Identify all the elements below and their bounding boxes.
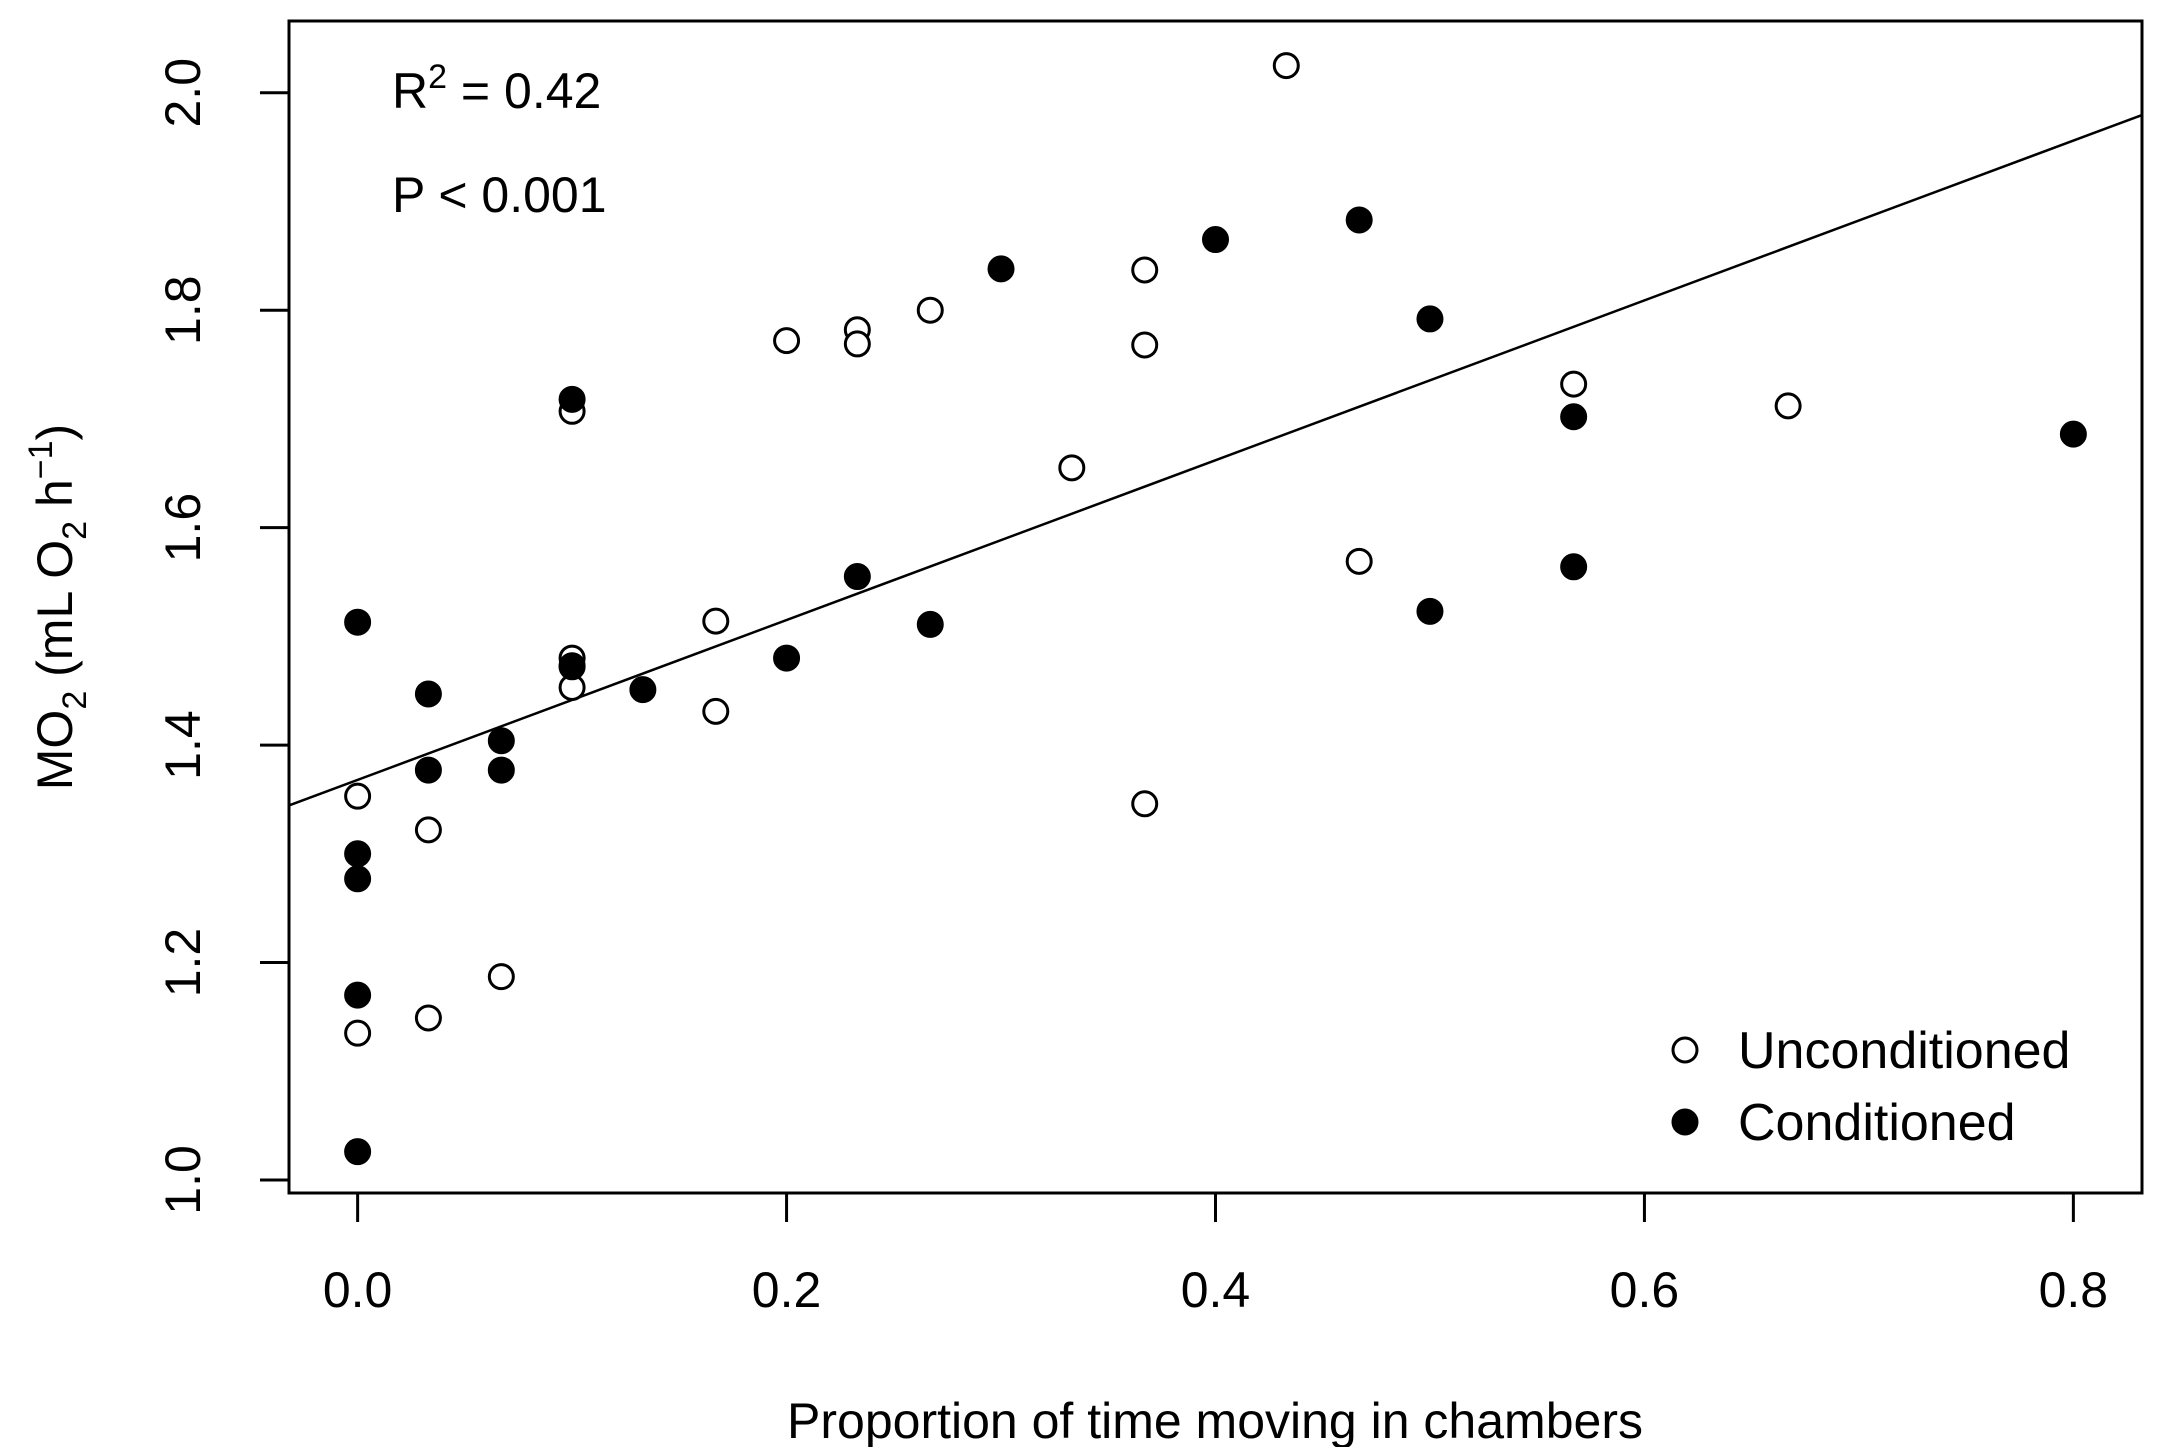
y-axis: 1.0 1.2 1.4 1.6 1.8 2.0 <box>155 58 291 1215</box>
unconditioned-point <box>344 782 372 810</box>
unconditioned-point <box>916 296 944 324</box>
legend-conditioned-marker <box>1671 1108 1699 1136</box>
data-points <box>344 52 2087 1166</box>
conditioned-point <box>1560 553 1588 581</box>
unconditioned-point <box>773 327 801 355</box>
unconditioned-point <box>702 697 730 725</box>
conditioned-point <box>558 653 586 681</box>
unconditioned-point <box>702 607 730 635</box>
conditioned-point <box>487 727 515 755</box>
conditioned-point <box>344 865 372 893</box>
regression-line <box>288 113 2143 807</box>
conditioned-point <box>344 1138 372 1166</box>
y-tick-label: 2.0 <box>155 58 211 128</box>
p-value-annotation: P < 0.001 <box>392 167 607 223</box>
conditioned-point <box>414 756 442 784</box>
x-tick-label: 0.4 <box>1181 1262 1251 1318</box>
x-axis: 0.0 0.2 0.4 0.6 0.8 <box>323 1191 2109 1318</box>
conditioned-point <box>773 644 801 672</box>
conditioned-point <box>1345 206 1373 234</box>
conditioned-point <box>487 756 515 784</box>
y-tick-label: 1.2 <box>155 928 211 998</box>
r-squared-annotation: R2 = 0.42 <box>392 58 601 119</box>
conditioned-point <box>344 608 372 636</box>
unconditioned-point <box>1345 547 1373 575</box>
legend-conditioned-label: Conditioned <box>1738 1094 2016 1152</box>
x-axis-label: Proportion of time moving in chambers <box>787 1393 1643 1447</box>
unconditioned-point <box>1272 52 1300 80</box>
unconditioned-point <box>1131 331 1159 359</box>
conditioned-point <box>629 676 657 704</box>
unconditioned-point <box>414 1004 442 1032</box>
unconditioned-point <box>1131 790 1159 818</box>
x-tick-label: 0.6 <box>1610 1262 1680 1318</box>
unconditioned-point <box>1058 454 1086 482</box>
unconditioned-point <box>1774 392 1802 420</box>
unconditioned-point <box>487 963 515 991</box>
conditioned-point <box>2059 420 2087 448</box>
legend-unconditioned-label: Unconditioned <box>1738 1022 2070 1080</box>
y-tick-label: 1.8 <box>155 275 211 345</box>
unconditioned-point <box>344 1019 372 1047</box>
conditioned-point <box>916 610 944 638</box>
y-axis-label: MO2 (mL O2 h−1) <box>22 424 94 790</box>
x-tick-label: 0.8 <box>2039 1262 2109 1318</box>
y-tick-label: 1.6 <box>155 493 211 563</box>
conditioned-point <box>344 840 372 868</box>
unconditioned-point <box>1560 370 1588 398</box>
y-tick-label: 1.0 <box>155 1145 211 1215</box>
conditioned-point <box>414 680 442 708</box>
conditioned-point <box>344 981 372 1009</box>
conditioned-point <box>987 255 1015 283</box>
unconditioned-point <box>414 816 442 844</box>
conditioned-point <box>1416 305 1444 333</box>
conditioned-point <box>843 563 871 591</box>
unconditioned-point <box>1131 256 1159 284</box>
legend: Unconditioned Conditioned <box>1671 1022 2070 1152</box>
conditioned-point <box>558 385 586 413</box>
unconditioned-point <box>843 330 871 358</box>
legend-unconditioned-marker <box>1671 1036 1699 1064</box>
x-tick-label: 0.2 <box>752 1262 822 1318</box>
x-tick-label: 0.0 <box>323 1262 393 1318</box>
conditioned-point <box>1416 597 1444 625</box>
y-tick-label: 1.4 <box>155 710 211 780</box>
conditioned-point <box>1202 226 1229 254</box>
conditioned-point <box>1560 403 1588 431</box>
